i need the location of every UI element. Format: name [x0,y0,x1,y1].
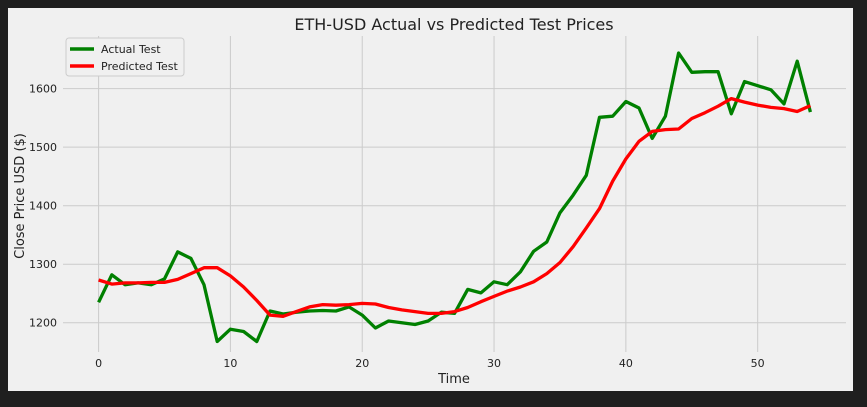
legend-label-actual: Actual Test [101,43,161,56]
x-tick-label: 20 [355,357,369,370]
x-axis-label: Time [437,372,470,387]
y-axis-label: Close Price USD ($) [13,133,28,259]
x-tick-label: 10 [223,357,237,370]
series-line-predicted [98,96,812,318]
x-tick-label: 30 [487,357,501,370]
y-tick-label: 1300 [29,258,57,271]
series-lines [97,51,812,344]
x-axis-ticks: 0 10 20 30 40 50 [95,357,765,370]
y-tick-label: 1400 [29,200,57,213]
plot-area [63,36,846,352]
y-axis-ticks: 1200 1300 1400 1500 1600 [29,83,57,330]
chart-title: ETH-USD Actual vs Predicted Test Prices [294,15,613,34]
legend-box [65,37,185,77]
x-tick-label: 0 [95,357,102,370]
y-tick-label: 1200 [29,317,57,330]
x-tick-label: 50 [751,357,765,370]
y-tick-label: 1600 [29,83,57,96]
y-tick-label: 1500 [29,141,57,154]
legend-label-predicted: Predicted Test [101,60,178,73]
x-tick-label: 40 [619,357,633,370]
legend: Actual Test Predicted Test [65,37,185,77]
series-line-actual [97,51,812,344]
